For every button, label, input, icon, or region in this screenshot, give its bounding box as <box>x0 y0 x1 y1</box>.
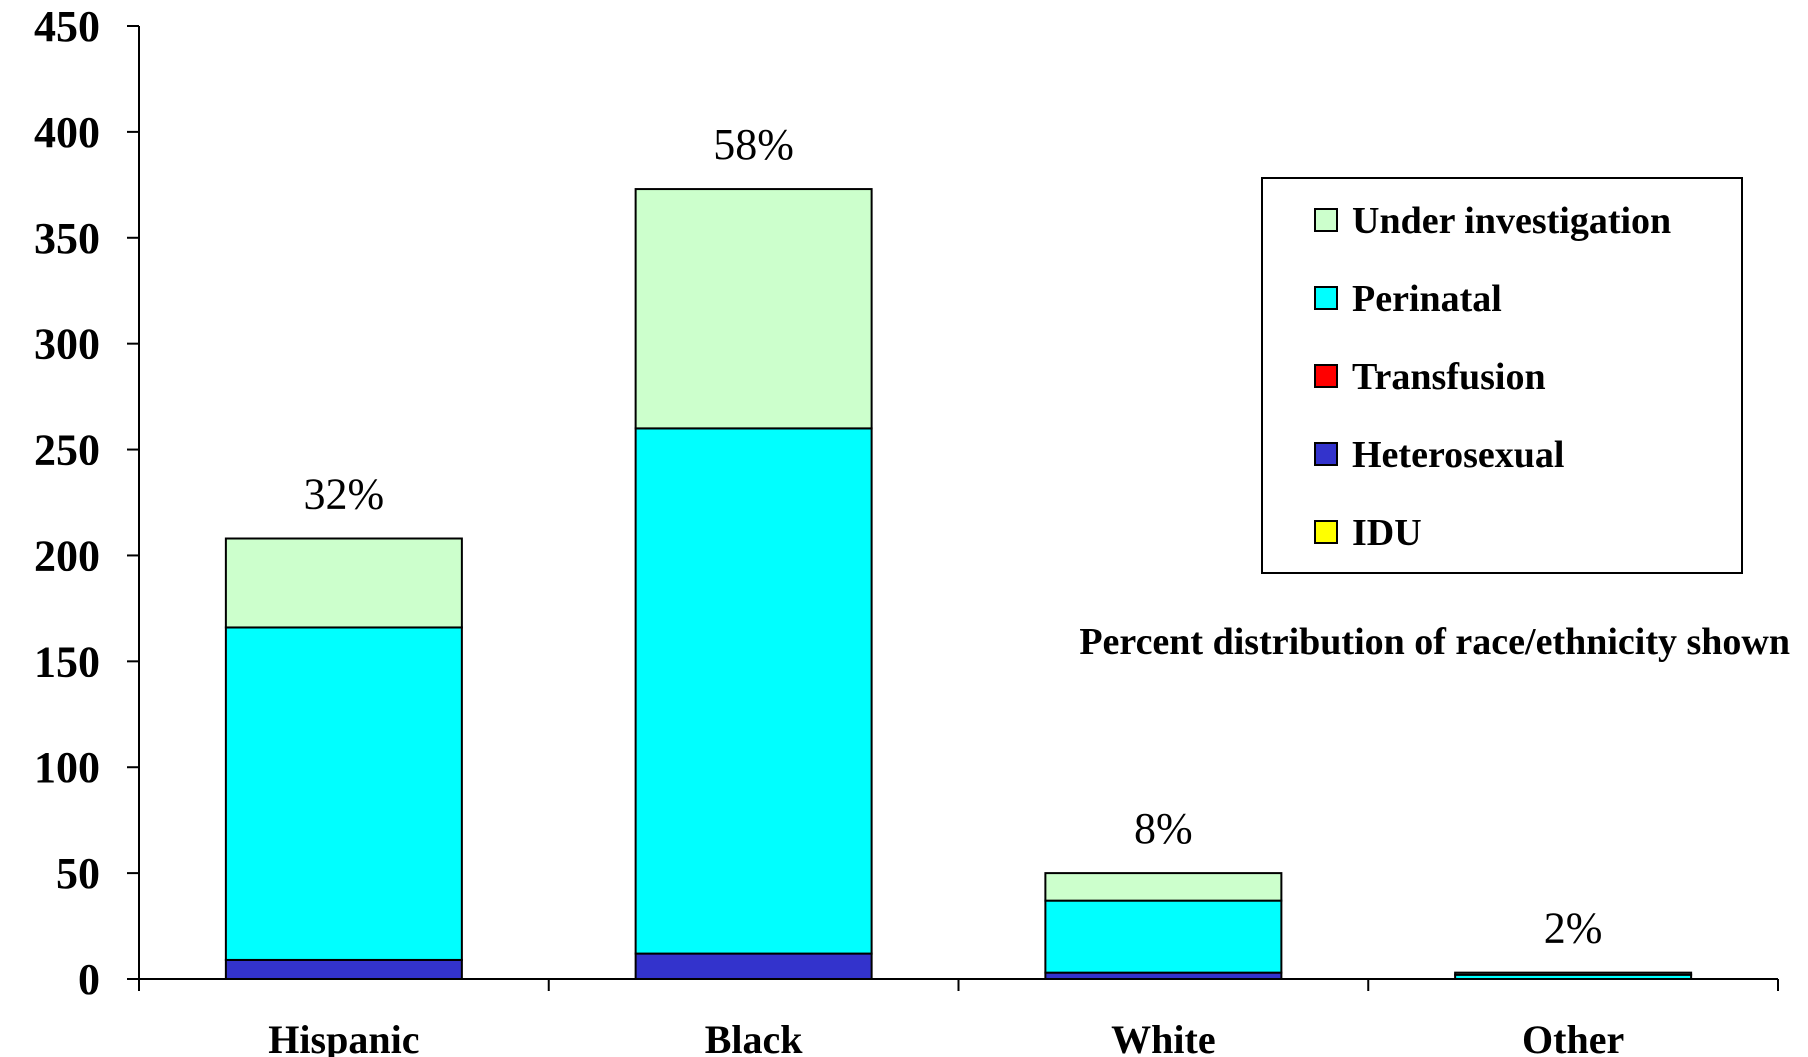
legend-swatch <box>1314 364 1338 388</box>
x-tick-label: Other <box>1522 1017 1624 1057</box>
legend-swatch <box>1314 286 1338 310</box>
y-tick-label: 250 <box>34 426 100 475</box>
legend-item-label: IDU <box>1352 512 1422 554</box>
y-tick-label: 450 <box>34 2 100 51</box>
bar-white-perinatal <box>1044 899 1283 974</box>
x-tick-label: White <box>1111 1017 1215 1057</box>
labels-layer: 32% Hispanic 58% Black 8% White 2% Other <box>268 120 1624 1057</box>
bar-hispanic-perinatal <box>224 626 463 961</box>
y-tick-label: 50 <box>56 849 100 898</box>
bar-percent-label: 58% <box>713 120 794 169</box>
distribution-note: Percent distribution of race/ethnicity s… <box>1079 621 1790 663</box>
axes-layer: 0 50 100 150 200 250 300 350 400 450 <box>34 2 1779 1004</box>
x-tick-label: Hispanic <box>268 1017 419 1057</box>
bars-layer <box>224 188 1693 981</box>
y-tick-label: 350 <box>34 214 100 263</box>
bar-percent-label: 32% <box>304 470 385 519</box>
y-tick-label: 400 <box>34 108 100 157</box>
legend-swatch <box>1314 520 1338 544</box>
bar-other-under-investigation <box>1454 971 1693 976</box>
y-tick-label: 300 <box>34 320 100 369</box>
bar-percent-label: 8% <box>1134 804 1193 853</box>
bar-black-heterosexual <box>634 952 873 981</box>
legend-item-label: Under investigation <box>1352 200 1671 242</box>
y-tick-label: 100 <box>34 743 100 792</box>
legend: Under investigation Perinatal Transfusion H… <box>1261 177 1743 574</box>
bar-white-under-investigation <box>1044 872 1283 902</box>
legend-item-label: Perinatal <box>1352 278 1502 320</box>
bar-hispanic-under-investigation <box>224 537 463 629</box>
x-tick-label: Black <box>705 1017 804 1057</box>
bar-percent-label: 2% <box>1544 904 1603 953</box>
bar-hispanic-heterosexual <box>224 958 463 981</box>
y-tick-label: 150 <box>34 637 100 686</box>
bar-black-perinatal <box>634 427 873 955</box>
legend-swatch <box>1314 442 1338 466</box>
legend-item-label: Transfusion <box>1352 356 1546 398</box>
y-tick-label: 0 <box>78 955 100 1004</box>
y-tick-label: 200 <box>34 531 100 580</box>
legend-box <box>1261 177 1743 574</box>
bar-black-under-investigation <box>634 188 873 430</box>
legend-swatch <box>1314 208 1338 232</box>
legend-item-label: Heterosexual <box>1352 434 1564 476</box>
